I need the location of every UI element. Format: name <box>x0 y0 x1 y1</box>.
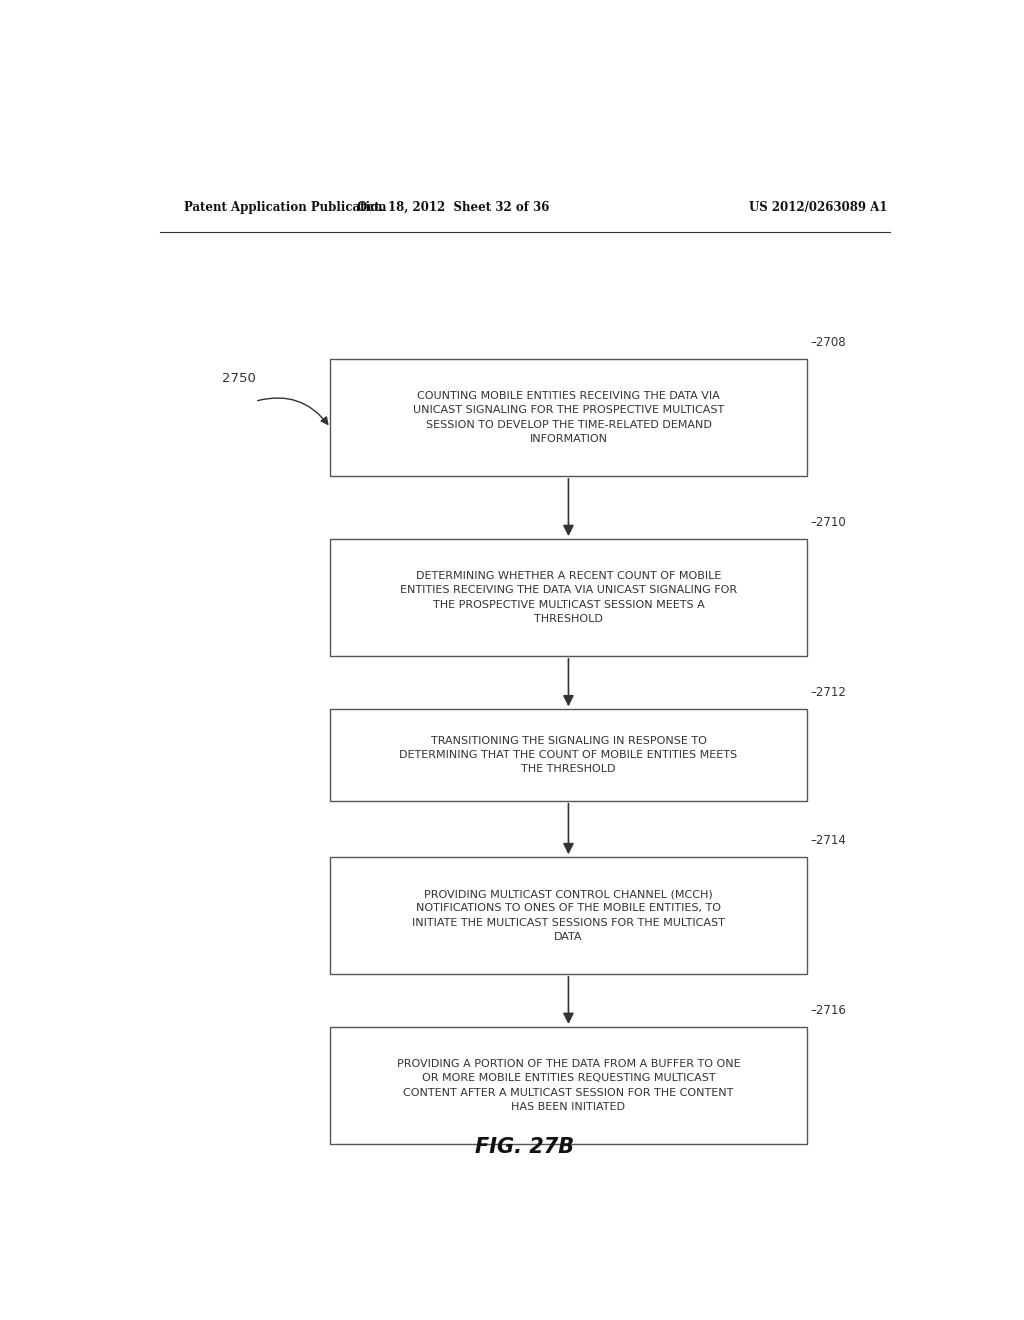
Text: Oct. 18, 2012  Sheet 32 of 36: Oct. 18, 2012 Sheet 32 of 36 <box>357 201 550 214</box>
Text: –2710: –2710 <box>811 516 846 529</box>
Text: FIG. 27B: FIG. 27B <box>475 1138 574 1158</box>
Text: US 2012/0263089 A1: US 2012/0263089 A1 <box>750 201 888 214</box>
Text: DETERMINING WHETHER A RECENT COUNT OF MOBILE
ENTITIES RECEIVING THE DATA VIA UNI: DETERMINING WHETHER A RECENT COUNT OF MO… <box>400 570 737 624</box>
Bar <box>331 539 807 656</box>
Text: –2708: –2708 <box>811 337 846 348</box>
Bar <box>331 709 807 801</box>
Bar <box>331 359 807 477</box>
Text: –2712: –2712 <box>811 686 847 700</box>
Bar <box>331 857 807 974</box>
Text: –2716: –2716 <box>811 1003 847 1016</box>
Text: PROVIDING MULTICAST CONTROL CHANNEL (MCCH)
NOTIFICATIONS TO ONES OF THE MOBILE E: PROVIDING MULTICAST CONTROL CHANNEL (MCC… <box>412 888 725 942</box>
Text: TRANSITIONING THE SIGNALING IN RESPONSE TO
DETERMINING THAT THE COUNT OF MOBILE : TRANSITIONING THE SIGNALING IN RESPONSE … <box>399 735 737 775</box>
Text: PROVIDING A PORTION OF THE DATA FROM A BUFFER TO ONE
OR MORE MOBILE ENTITIES REQ: PROVIDING A PORTION OF THE DATA FROM A B… <box>396 1059 740 1111</box>
Text: COUNTING MOBILE ENTITIES RECEIVING THE DATA VIA
UNICAST SIGNALING FOR THE PROSPE: COUNTING MOBILE ENTITIES RECEIVING THE D… <box>413 391 724 445</box>
Text: Patent Application Publication: Patent Application Publication <box>183 201 386 214</box>
Bar <box>331 1027 807 1144</box>
Text: –2714: –2714 <box>811 834 847 847</box>
Text: 2750: 2750 <box>222 372 256 385</box>
